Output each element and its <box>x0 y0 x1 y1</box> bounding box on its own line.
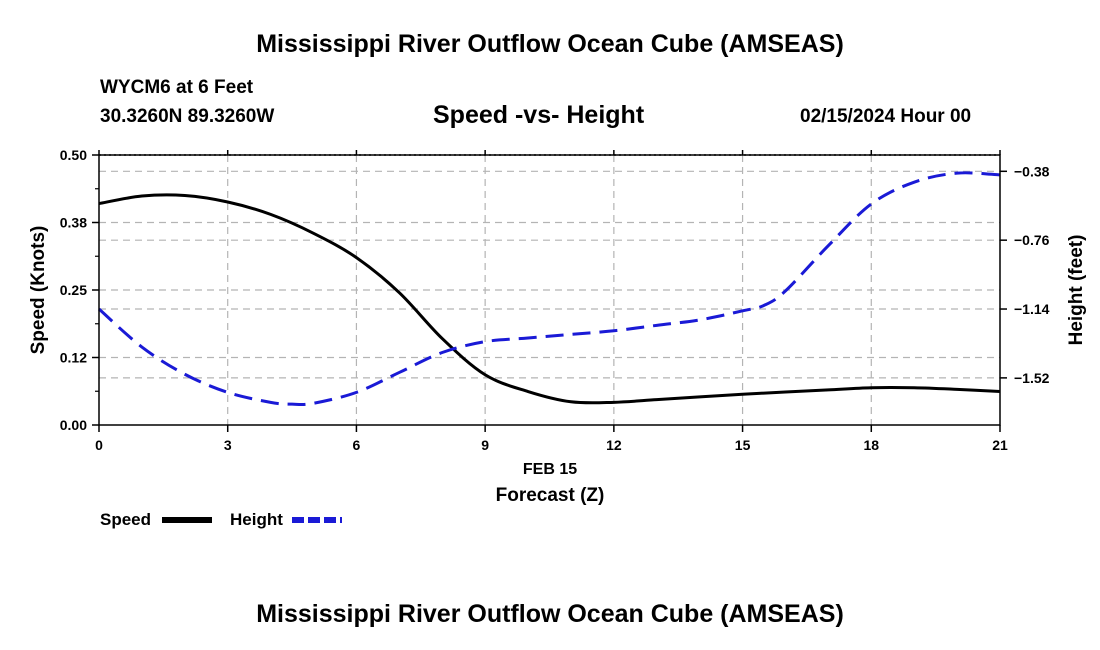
y-tick-label: 0.38 <box>60 215 87 231</box>
y-axis-label: Speed (Knots) <box>28 226 49 355</box>
station-label: WYCM6 at 6 Feet <box>100 77 254 98</box>
station-coordinates: 30.3260N 89.3260W <box>100 106 275 127</box>
legend-height-label: Height <box>230 510 283 529</box>
x-tick-label: 21 <box>992 437 1008 453</box>
x-axis-date-label: FEB 15 <box>523 461 577 478</box>
axes: 0 3 6 9 12 15 18 21 0.00 0.12 0.25 0.38 0.50 −1.52 −1.… <box>60 147 1050 453</box>
y-tick-label: 0.50 <box>60 147 87 163</box>
y-tick-label: 0.00 <box>60 417 87 433</box>
x-tick-label: 15 <box>735 437 751 453</box>
series-lines <box>98 171 1001 407</box>
x-tick-label: 6 <box>353 437 361 453</box>
forecast-datetime: 02/15/2024 Hour 00 <box>800 106 972 127</box>
speed-height-chart: 0 3 6 9 12 15 18 21 0.00 0.12 0.25 0.38 0.50 −1.52 −1.… <box>28 147 1087 506</box>
x-tick-label: 3 <box>224 437 232 453</box>
y2-tick-label: −0.38 <box>1014 163 1050 179</box>
y-tick-label: 0.12 <box>60 350 87 366</box>
y2-axis-label: Height (feet) <box>1066 235 1087 346</box>
footer-title: Mississippi River Outflow Ocean Cube (AM… <box>256 600 844 628</box>
x-tick-label: 12 <box>606 437 622 453</box>
grid-lines <box>99 154 1000 425</box>
legend-speed-label: Speed <box>100 510 152 529</box>
speed-series-line <box>98 193 1001 405</box>
x-tick-label: 0 <box>95 437 103 453</box>
legend-speed-swatch <box>162 517 212 523</box>
x-axis-label: Forecast (Z) <box>496 485 605 506</box>
height-series-line <box>98 171 1001 407</box>
legend-height-swatch <box>292 517 342 523</box>
x-tick-label: 9 <box>481 437 489 453</box>
chart-title: Mississippi River Outflow Ocean Cube (AM… <box>256 30 844 58</box>
y2-tick-label: −0.76 <box>1014 232 1050 248</box>
x-tick-label: 18 <box>863 437 879 453</box>
y2-tick-label: −1.52 <box>1014 370 1050 386</box>
y2-tick-label: −1.14 <box>1014 301 1050 317</box>
y-tick-label: 0.25 <box>60 282 87 298</box>
chart-subtitle: Speed -vs- Height <box>433 101 645 129</box>
